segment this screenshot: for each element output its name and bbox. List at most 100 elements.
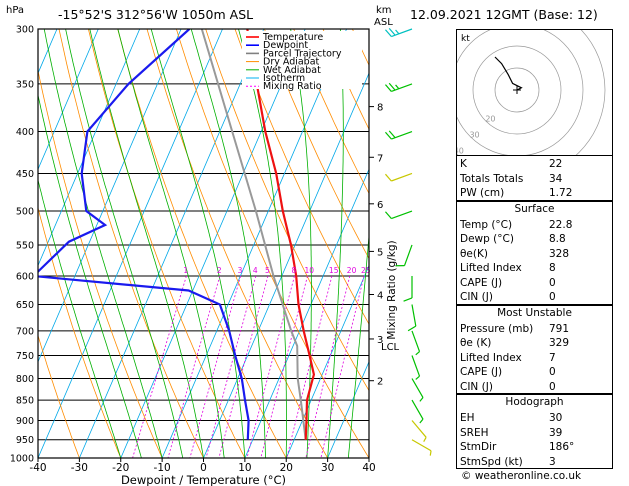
pressure-tick-label: 1000 xyxy=(10,454,34,465)
datetime-title: 12.09.2021 12GMT (Base: 12) xyxy=(410,7,598,22)
isotherm xyxy=(0,29,16,458)
wind-barb-flag xyxy=(395,84,400,90)
hodograph-stat-label: SREH xyxy=(460,426,489,439)
index-row: Totals Totals 34 xyxy=(457,171,612,186)
surface-label: CAPE (J) xyxy=(460,276,503,289)
most-unstable-title: Most Unstable xyxy=(457,304,612,321)
hodograph-ring-label: 40 xyxy=(456,146,464,155)
pressure-tick-label: 900 xyxy=(16,416,34,427)
km-label: km xyxy=(376,5,392,16)
pressure-tick-label: 750 xyxy=(16,351,34,362)
wet-adiabat xyxy=(150,29,246,458)
mixing-ratio-line xyxy=(132,275,187,458)
pressure-tick-label: 550 xyxy=(16,240,34,251)
isotherm xyxy=(38,29,99,171)
wind-barb-staff xyxy=(411,439,432,452)
surface-row: θe(K) 328 xyxy=(457,246,612,261)
surface-value: 22.8 xyxy=(549,218,573,231)
hodograph-ring xyxy=(494,67,540,113)
pressure-tick-label: 850 xyxy=(16,396,34,407)
legend-entry: Parcel Trajectory xyxy=(263,48,342,59)
wind-barb-staff xyxy=(391,83,413,93)
index-label: PW (cm) xyxy=(460,187,505,199)
surface-value: 0 xyxy=(549,276,556,289)
pressure-tick-label: 700 xyxy=(16,326,34,337)
surface-row: Temp (°C) 22.8 xyxy=(457,217,612,232)
wet-adiabat xyxy=(38,178,122,458)
hodograph-stat-row: EH 30 xyxy=(457,410,612,425)
km-tick-label: 7 xyxy=(377,153,383,164)
wind-barb-staff xyxy=(411,355,421,377)
most-unstable-value: 0 xyxy=(549,366,556,378)
mixing-ratio-line xyxy=(305,275,351,458)
mixing-ratio-label: 25 xyxy=(361,266,371,275)
wind-barb-staff xyxy=(391,28,413,38)
pressure-tick-label: 450 xyxy=(16,169,34,180)
wind-barb xyxy=(384,27,413,38)
temperature-tick-label: -40 xyxy=(29,462,46,474)
most-unstable-value: 329 xyxy=(549,337,570,349)
surface-row: CAPE (J) 0 xyxy=(457,275,612,290)
index-label: K xyxy=(460,158,467,170)
index-value: 34 xyxy=(549,172,563,185)
isotherm xyxy=(285,264,369,458)
dry-adiabat xyxy=(88,29,246,458)
isotherm xyxy=(38,29,223,458)
indices-panel: K 22 Totals Totals 34 PW (cm) 1.72 Surface Te… xyxy=(456,155,613,469)
surface-value: 8.8 xyxy=(549,233,566,245)
wind-barb-flag xyxy=(403,297,413,302)
mixing-ratio-label: 8 xyxy=(291,266,296,275)
surface-row: CIN (J) 0 xyxy=(457,289,612,304)
legend-entry: Wet Adiabat xyxy=(263,65,321,76)
wind-barb xyxy=(411,399,424,424)
wind-barb-staff xyxy=(403,244,413,266)
surface-label: Temp (°C) xyxy=(460,218,513,231)
pressure-tick-label: 650 xyxy=(16,300,34,311)
surface-value: 0 xyxy=(549,291,556,303)
pressure-tick-label: 400 xyxy=(16,127,34,138)
wind-barb-flag xyxy=(429,450,432,456)
copyright-footer: © weatheronline.co.uk xyxy=(461,470,582,482)
mixing-ratio-line xyxy=(320,275,365,458)
surface-row: Dewp (°C) 8.8 xyxy=(457,231,612,246)
dry-adiabat xyxy=(205,29,369,392)
mixing-ratio-line xyxy=(246,275,295,458)
wet-adiabat xyxy=(290,29,312,458)
surface-section: Surface Temp (°C) 22.8 Dewp (°C) 8.8 θe(K) 32… xyxy=(457,199,612,304)
wind-barb xyxy=(384,130,413,140)
mixing-ratio-label: 4 xyxy=(253,266,258,275)
hodograph-table-rows: EH 30 SREH 39 StmDir 186° StmSpd (kt) 3 xyxy=(457,410,612,468)
mixing-ratio-label: 10 xyxy=(305,266,315,275)
isotherm xyxy=(327,360,369,458)
wind-barb-flag xyxy=(395,29,400,35)
temperature-tick-label: 20 xyxy=(280,462,293,474)
pressure-tick-label: 500 xyxy=(16,207,34,218)
wind-barb-flag xyxy=(384,84,392,92)
isotherm xyxy=(161,29,347,458)
hodograph-trace xyxy=(494,56,523,91)
most-unstable-label: θe (K) xyxy=(460,337,492,349)
surface-label: CIN (J) xyxy=(460,291,493,303)
temperature-tick-label: -30 xyxy=(71,462,88,474)
most-unstable-label: Pressure (mb) xyxy=(460,322,534,335)
dry-adiabat xyxy=(293,29,369,195)
surface-row: Lifted Index 8 xyxy=(457,260,612,275)
legend-entry: Mixing Ratio xyxy=(263,81,322,92)
hodograph-ring-label: 20 xyxy=(485,115,495,124)
dry-adiabat xyxy=(176,29,369,458)
most-unstable-label: CIN (J) xyxy=(460,380,493,393)
surface-label: Lifted Index xyxy=(460,262,522,274)
km-tick-label: 4 xyxy=(377,290,383,301)
temperature-tick-label: 40 xyxy=(362,462,375,474)
x-axis-title: Dewpoint / Temperature (°C) xyxy=(121,473,286,486)
legend-entry: Temperature xyxy=(262,32,323,43)
hodograph-ring xyxy=(472,45,562,135)
isotherm xyxy=(244,168,369,458)
hodograph-stat-row: SREH 39 xyxy=(457,425,612,440)
km-tick-label: 2 xyxy=(377,377,383,388)
hpa-label: hPa xyxy=(6,5,25,16)
dry-adiabat xyxy=(38,334,80,458)
wind-barb-flag xyxy=(407,325,417,332)
hodograph-stat-value: 39 xyxy=(549,426,563,439)
